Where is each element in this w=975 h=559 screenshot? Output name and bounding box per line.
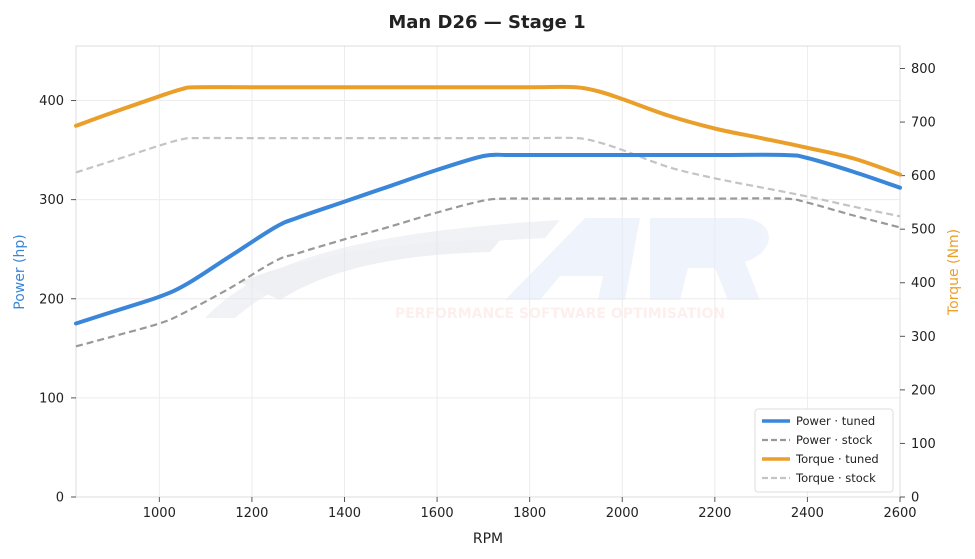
chart-title: Man D26 — Stage 1 <box>388 12 585 33</box>
x-tick-label: 2400 <box>791 506 824 521</box>
right-tick-label: 500 <box>911 223 936 238</box>
right-tick-label: 700 <box>911 116 936 131</box>
x-tick-label: 1400 <box>328 506 361 521</box>
series-line-torque-tuned <box>74 84 902 177</box>
left-axis-label: Power (hp) <box>12 234 28 309</box>
right-tick-label: 400 <box>911 276 936 291</box>
x-tick-label: 1200 <box>235 506 268 521</box>
legend: Power · tuned Power · stock Torque · tuned… <box>754 408 894 493</box>
x-tick-label: 2000 <box>606 506 639 521</box>
x-tick-label: 2600 <box>883 506 916 521</box>
legend-label: Torque · stock <box>795 471 876 485</box>
watermark-logo: PERFORMANCE SOFTWARE OPTIMISATION <box>205 218 769 322</box>
right-tick-label: 300 <box>911 330 936 345</box>
x-tick-label: 1800 <box>513 506 546 521</box>
right-tick-label: 200 <box>911 383 936 398</box>
x-tick-label: 1600 <box>421 506 454 521</box>
legend-label: Power · tuned <box>796 414 875 428</box>
series-line-power-stock <box>75 197 901 348</box>
legend-label: Torque · tuned <box>795 452 879 466</box>
left-tick-label: 200 <box>39 292 64 307</box>
right-axis-label: Torque (Nm) <box>946 229 962 316</box>
left-tick-label: 400 <box>39 94 64 109</box>
legend-label: Power · stock <box>796 433 873 447</box>
left-tick-label: 100 <box>39 391 64 406</box>
left-tick-label: 0 <box>56 491 64 506</box>
right-tick-label: 100 <box>911 437 936 452</box>
left-axis-ticks: 0 100 200 300 400 <box>39 94 76 506</box>
watermark-text: PERFORMANCE SOFTWARE OPTIMISATION <box>395 306 725 322</box>
series-line-torque-stock <box>75 136 901 218</box>
right-tick-label: 0 <box>911 491 919 506</box>
series-line-power-tuned <box>74 152 902 326</box>
x-axis-label: RPM <box>473 531 503 547</box>
legend-box <box>754 408 894 493</box>
series-lines <box>74 84 902 348</box>
x-tick-label: 1000 <box>143 506 176 521</box>
plot-frame <box>75 45 901 498</box>
x-tick-label: 2200 <box>698 506 731 521</box>
x-axis-ticks: 1000 1200 1400 1600 1800 2000 2200 2400 2600 <box>143 497 917 521</box>
left-tick-label: 300 <box>39 193 64 208</box>
right-tick-label: 800 <box>911 62 936 77</box>
right-tick-label: 600 <box>911 169 936 184</box>
right-axis-ticks: 0 100 200 300 400 500 600 700 800 <box>900 62 936 506</box>
